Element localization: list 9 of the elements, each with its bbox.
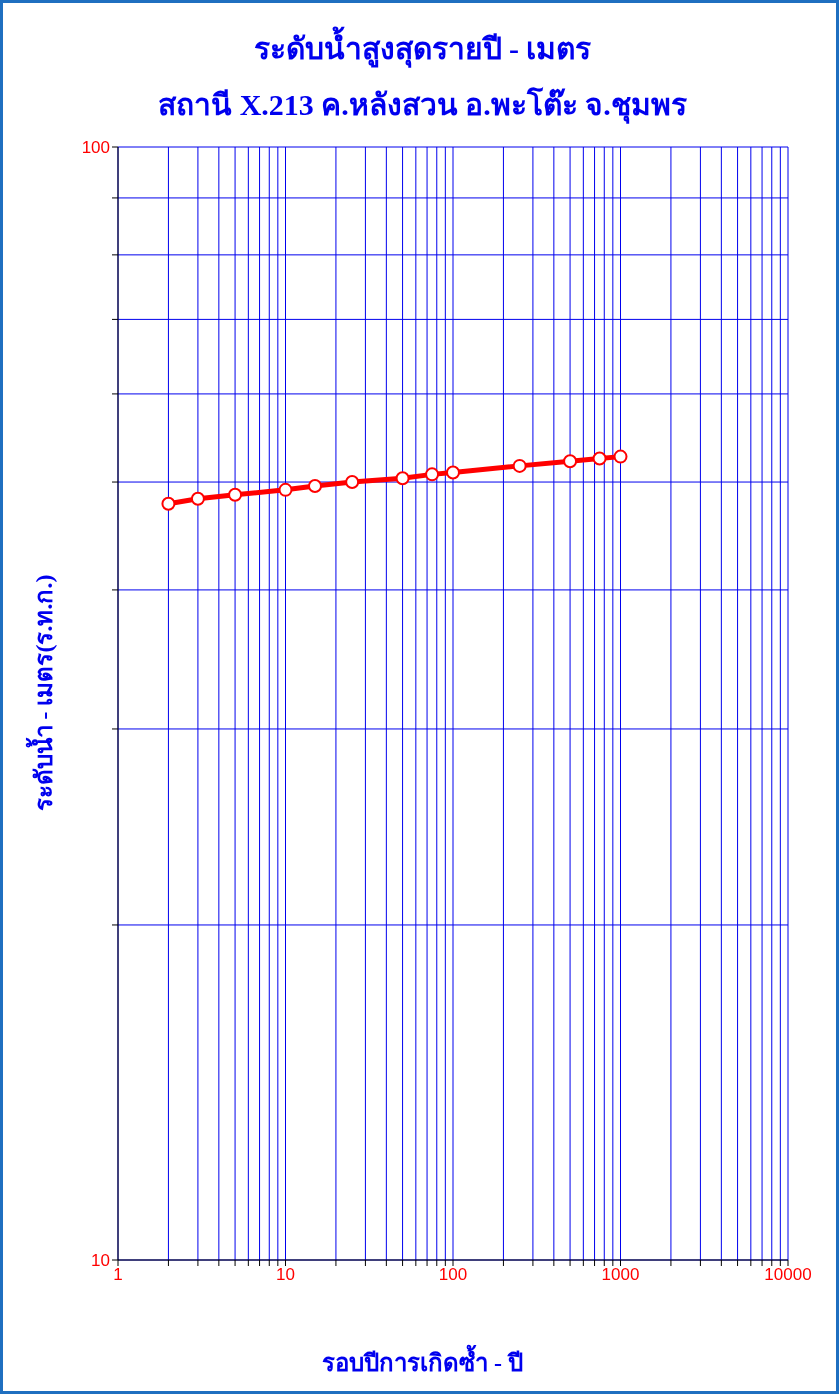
x-tick-label: 10 [276, 1265, 295, 1285]
x-tick-label: 1000 [601, 1265, 640, 1285]
y-axis-title: ระดับน้ำ - เมตร(ร.ท.ก.) [25, 574, 58, 812]
x-axis-title: รอบปีการเกิดซ้ำ - ปี [321, 1343, 524, 1378]
chart-title: ระดับน้ำสูงสุดรายปี - เมตร [252, 25, 593, 70]
x-tick-label: 100 [438, 1265, 468, 1285]
x-tick-label: 10000 [764, 1265, 812, 1285]
x-tick-label: 1 [113, 1265, 123, 1285]
chart-subtitle: สถานี X.213 ค.หลังสวน อ.พะโต๊ะ จ.ชุมพร [157, 86, 688, 126]
